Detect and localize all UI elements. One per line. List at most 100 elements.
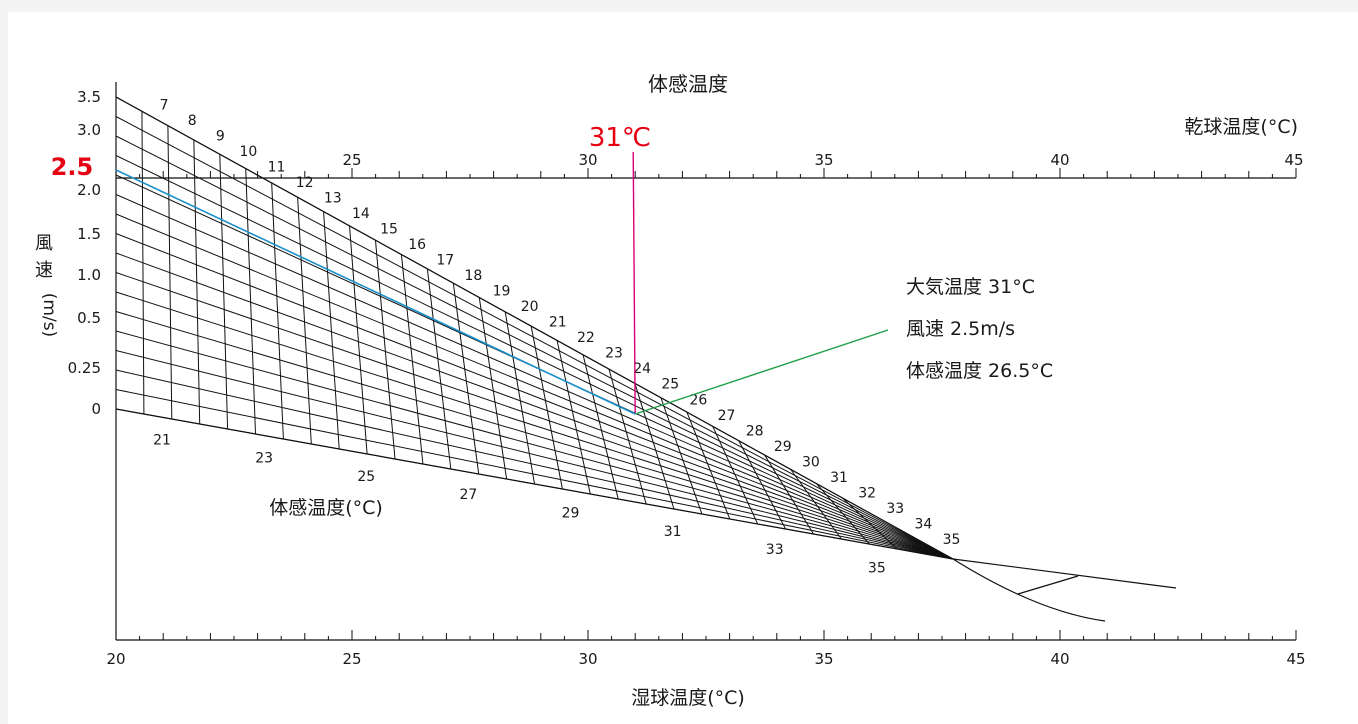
upper-curve-label-28: 28	[746, 423, 764, 439]
upper-curve-label-21: 21	[549, 315, 567, 331]
upper-curve-label-24: 24	[633, 361, 651, 377]
nomogram-grid	[115, 96, 1177, 622]
temp-line	[634, 383, 675, 510]
lower-curve-label-35: 35	[868, 560, 886, 576]
temp-line	[816, 483, 870, 545]
temp-line	[426, 268, 452, 470]
upper-curve-label-16: 16	[408, 237, 426, 253]
temp-line	[452, 283, 480, 475]
lower-curve-label-23: 23	[255, 451, 273, 467]
temp-line	[167, 125, 173, 420]
temp-line	[738, 440, 787, 530]
upper-curve-label-32: 32	[858, 485, 876, 501]
example-wind-line	[115, 169, 636, 415]
example-pointer-line	[634, 329, 889, 415]
tail-upper	[952, 558, 1177, 589]
top-tick-label-40: 40	[1050, 151, 1069, 169]
example-lines	[115, 151, 889, 415]
upper-curve-label-11: 11	[268, 159, 286, 175]
wind-line	[115, 116, 954, 560]
temp-line	[245, 168, 256, 435]
lower-curve-label-29: 29	[562, 505, 580, 521]
temp-line	[582, 354, 619, 500]
temp-line	[686, 411, 731, 520]
lower-curve-label-27: 27	[459, 487, 477, 503]
bottom-tick-label-30: 30	[578, 650, 597, 668]
axes	[115, 82, 1297, 641]
bottom-tick-label-35: 35	[814, 650, 833, 668]
wind-line	[115, 350, 954, 560]
temp-line	[530, 326, 563, 490]
temp-line	[323, 211, 340, 450]
highlight-temp-label: 31℃	[589, 123, 651, 153]
upper-curve-label-10: 10	[240, 144, 258, 160]
chart-title: 体感温度	[648, 72, 728, 96]
upper-curve-label-34: 34	[914, 516, 932, 532]
top-tick-label-45: 45	[1284, 151, 1303, 169]
bottom-tick-label-40: 40	[1050, 650, 1069, 668]
upper-curve-label-9: 9	[216, 128, 225, 144]
chart-card: 25 30 35 40 45 20 25 30 35 40 45 0 0.25 0.5 1.0 1.5 2.0 3…	[8, 12, 1358, 724]
wind-line	[115, 272, 954, 560]
tick-labels: 25 30 35 40 45 20 25 30 35 40 45 0 0.25 0.5 1.0 1.5 2.0 3…	[68, 88, 1306, 668]
upper-curve-label-31: 31	[830, 470, 848, 486]
wind-tick-label-0.5: 0.5	[77, 309, 101, 327]
temp-line	[842, 497, 898, 550]
wind-tick-label-1.5: 1.5	[77, 225, 101, 243]
temp-line	[608, 368, 647, 505]
upper-curve-label-27: 27	[718, 408, 736, 424]
temp-line	[219, 154, 229, 430]
highlight-wind-label: 2.5	[51, 153, 94, 181]
wind-tick-label-3.5: 3.5	[77, 88, 101, 106]
wind-line	[115, 155, 954, 560]
bottom-axis-label: 湿球温度(°C)	[631, 687, 745, 709]
wind-tick-label-2.0: 2.0	[77, 181, 101, 199]
upper-curve-label-25: 25	[661, 377, 679, 393]
wind-line	[115, 252, 954, 560]
lower-curve-label-25: 25	[357, 469, 375, 485]
upper-curve-label-30: 30	[802, 454, 820, 470]
lower-curve-label-21: 21	[153, 432, 171, 448]
upper-curve-label-26: 26	[689, 392, 707, 408]
lower-curve-label-31: 31	[664, 524, 682, 540]
upper-curve-label-33: 33	[886, 501, 904, 517]
wind-line	[115, 96, 954, 560]
wind-tick-label-0: 0	[91, 400, 101, 418]
upper-curve-label-35: 35	[943, 532, 961, 548]
example-line-2: 風速 2.5m/s	[906, 318, 1015, 340]
temp-line	[478, 297, 508, 480]
wind-line	[115, 369, 954, 560]
temp-line	[297, 197, 312, 445]
wind-line	[115, 233, 954, 560]
temp-line	[556, 340, 591, 495]
effective-temperature-nomogram: 25 30 35 40 45 20 25 30 35 40 45 0 0.25 0.5 1.0 1.5 2.0 3…	[35, 72, 1306, 709]
upper-curve-label-20: 20	[521, 299, 539, 315]
upper-curve-label-15: 15	[380, 222, 398, 238]
wind-tick-label-3.0: 3.0	[77, 121, 101, 139]
wind-line	[115, 135, 954, 560]
temp-line	[349, 225, 368, 455]
top-tick-label-35: 35	[814, 151, 833, 169]
diagonal-axis-label: 体感温度(°C)	[269, 497, 383, 519]
upper-curve-label-8: 8	[188, 113, 197, 129]
wind-line	[115, 389, 954, 560]
temp-line	[504, 311, 535, 485]
upper-curve-label-13: 13	[324, 190, 342, 206]
temp-line	[764, 454, 814, 535]
temp-line	[141, 111, 145, 415]
left-axis-label-char-2: 速	[35, 260, 53, 281]
bottom-tick-label-20: 20	[106, 650, 125, 668]
top-tick-label-30: 30	[578, 151, 597, 169]
temp-line	[660, 397, 703, 515]
bottom-tick-label-25: 25	[342, 650, 361, 668]
example-dry-bulb-line	[632, 151, 636, 415]
upper-curve-label-7: 7	[160, 97, 169, 113]
upper-curve-label-17: 17	[436, 253, 454, 269]
wind-line	[115, 291, 954, 560]
top-axis-label: 乾球温度(°C)	[1184, 116, 1298, 138]
temp-line	[400, 254, 424, 465]
tail-cross	[1017, 575, 1079, 595]
left-axis-label-unit: (m/s)	[39, 293, 59, 337]
example-line-1: 大気温度 31°C	[906, 276, 1035, 298]
lower-curve-label-33: 33	[766, 542, 784, 558]
